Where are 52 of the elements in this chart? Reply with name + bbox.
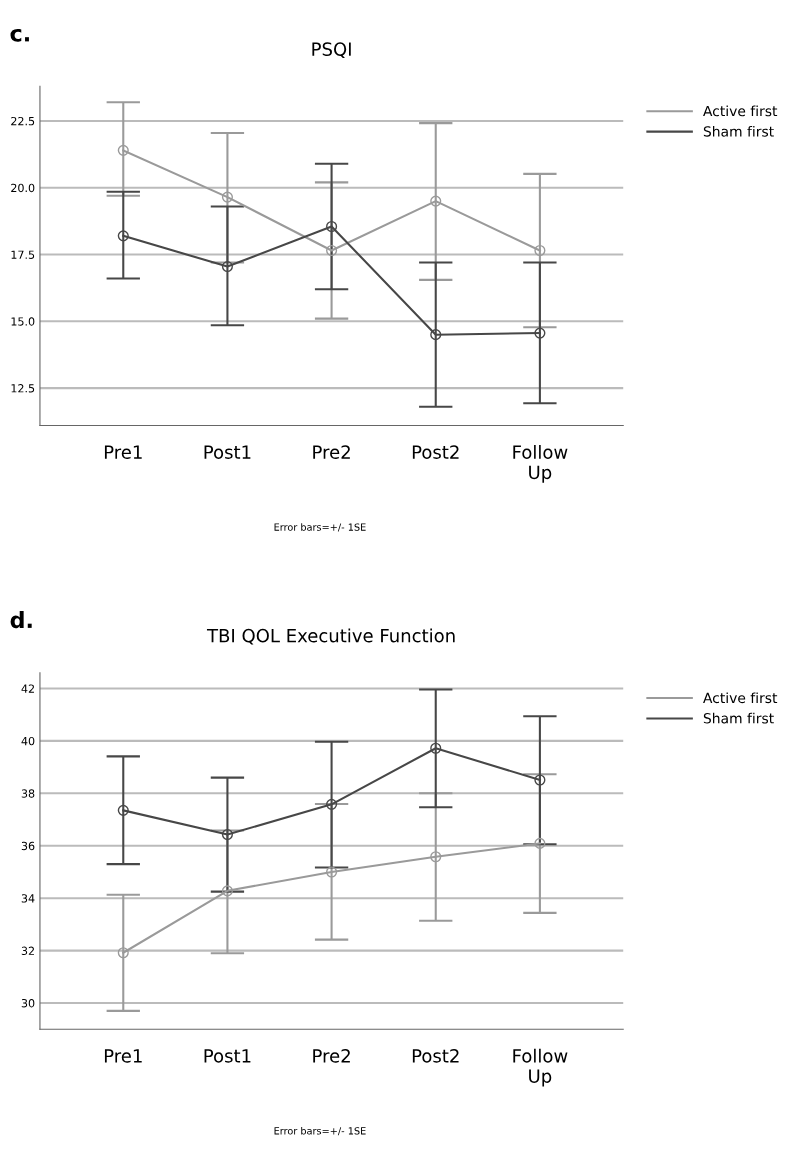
point	[430, 195, 442, 207]
point	[326, 798, 338, 810]
x-tick-label: Pre1	[104, 1049, 142, 1063]
y-tick-label: 22.5	[11, 116, 35, 126]
x-tick-label: Follow Up	[513, 1048, 568, 1087]
point	[221, 191, 233, 203]
y-tick-label: 34	[21, 894, 35, 903]
point	[117, 230, 129, 242]
x-tick-label: Post1	[204, 1049, 251, 1063]
point	[117, 804, 129, 816]
point	[326, 866, 338, 878]
x-tick-label: Post2	[412, 445, 459, 459]
text: d.	[10, 610, 32, 629]
point	[221, 828, 233, 841]
x-tick-label: Pre2	[313, 445, 350, 459]
point	[430, 329, 442, 341]
legend-label: Active first	[703, 692, 778, 704]
y-tick-label: 17.5	[11, 250, 35, 259]
y-tick-label: 40	[21, 736, 35, 746]
x-tick-label: Pre1	[104, 445, 142, 459]
legend-label: Sham first	[703, 125, 774, 137]
point	[430, 851, 442, 863]
y-tick-label: 20.0	[11, 183, 35, 193]
point	[117, 144, 129, 156]
y-tick-label: 38	[21, 789, 35, 798]
x-tick-label: Pre2	[313, 1049, 350, 1063]
point	[534, 774, 546, 786]
point	[534, 244, 546, 257]
y-tick-label: 30	[21, 999, 35, 1008]
point	[326, 220, 338, 233]
legend-label: Active first	[703, 105, 778, 117]
y-tick-label: 32	[21, 946, 34, 955]
y-tick-label: 42	[21, 684, 34, 693]
chart-title: PSQI	[312, 42, 351, 59]
y-tick-label: 12.5	[11, 384, 35, 393]
point	[534, 327, 546, 339]
text: Error bars=+/- 1SE	[274, 523, 366, 532]
point	[221, 885, 233, 897]
point	[430, 742, 442, 754]
point	[534, 837, 546, 849]
y-tick-label: 15.0	[11, 317, 35, 326]
text: Error bars=+/- 1SE	[274, 1127, 366, 1136]
legend-label: Sham first	[703, 712, 774, 724]
y-tick-label: 36	[21, 841, 35, 851]
text: c.	[10, 28, 29, 42]
x-tick-label: Post2	[412, 1049, 459, 1063]
chart-title: TBI QOL Executive Function	[206, 628, 455, 645]
point	[117, 947, 129, 959]
point	[221, 261, 233, 273]
point	[326, 244, 338, 257]
x-tick-label: Post1	[204, 445, 251, 459]
x-tick-label: Follow Up	[513, 444, 568, 483]
